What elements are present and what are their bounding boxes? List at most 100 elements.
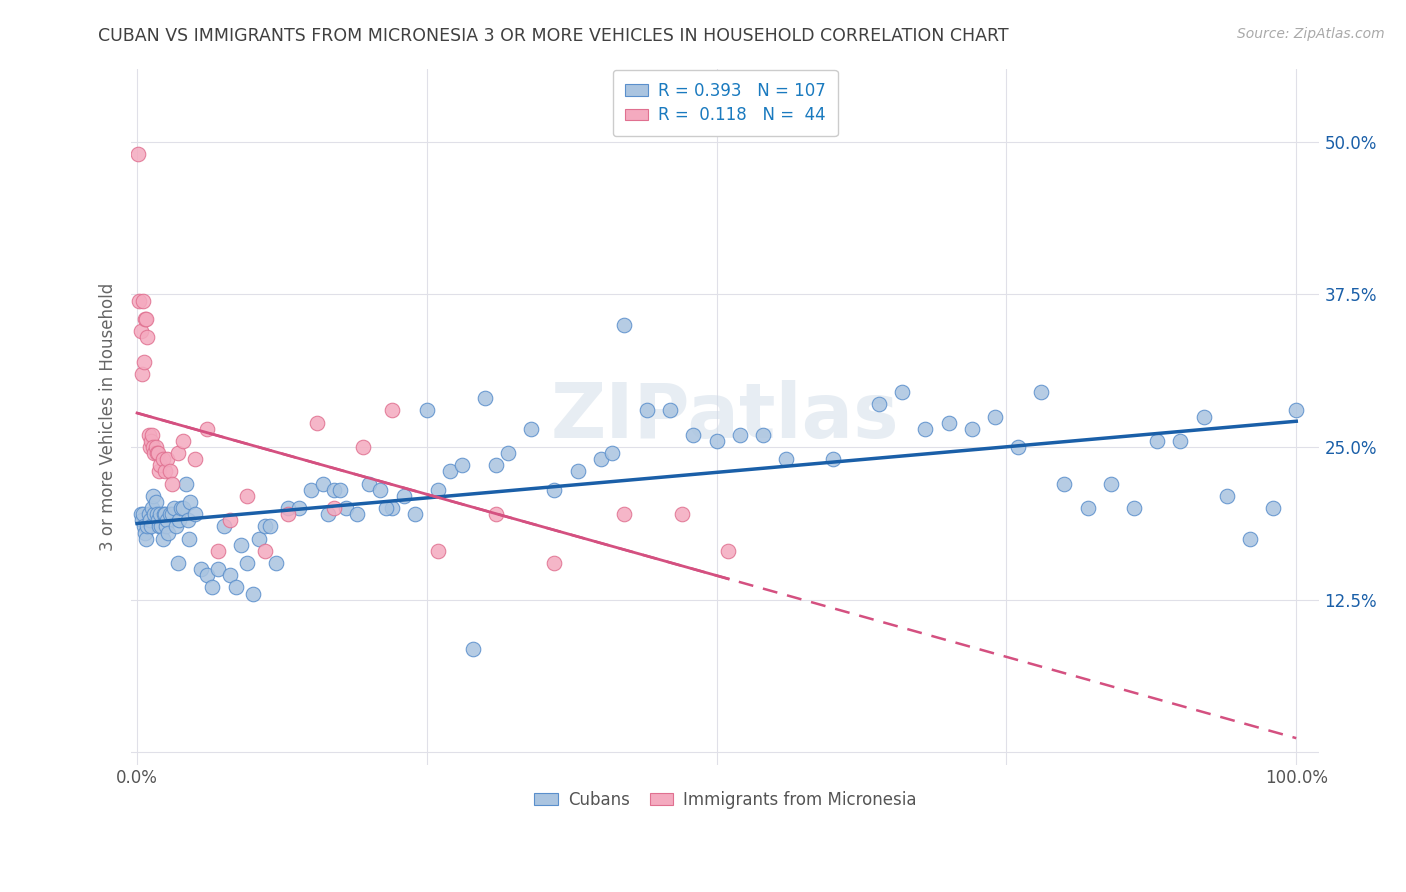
Point: [671, 507, 693, 521]
Point: [392, 489, 415, 503]
Point: [157, 525, 180, 540]
Point: [427, 483, 450, 497]
Point: [305, 416, 328, 430]
Point: [259, 519, 281, 533]
Point: [148, 465, 170, 479]
Point: [311, 476, 333, 491]
Point: [613, 507, 636, 521]
Point: [212, 519, 235, 533]
Point: [142, 489, 165, 503]
Point: [335, 501, 357, 516]
Point: [1261, 501, 1284, 516]
Point: [139, 434, 162, 448]
Point: [1239, 532, 1261, 546]
Point: [218, 513, 240, 527]
Point: [146, 446, 169, 460]
Point: [960, 422, 983, 436]
Point: [485, 507, 508, 521]
Point: [1099, 476, 1122, 491]
Point: [1215, 489, 1237, 503]
Point: [1123, 501, 1146, 516]
Point: [129, 507, 152, 521]
Point: [136, 519, 159, 533]
Point: [1170, 434, 1192, 448]
Point: [520, 422, 543, 436]
Point: [142, 440, 165, 454]
Point: [236, 489, 259, 503]
Point: [128, 293, 150, 308]
Point: [136, 330, 159, 344]
Point: [150, 519, 173, 533]
Text: ZIPatlas: ZIPatlas: [551, 379, 900, 453]
Point: [1007, 440, 1029, 454]
Point: [868, 397, 890, 411]
Point: [139, 440, 162, 454]
Point: [318, 507, 340, 521]
Point: [427, 544, 450, 558]
Point: [172, 434, 194, 448]
Point: [543, 483, 565, 497]
Point: [706, 434, 728, 448]
Point: [1192, 409, 1215, 424]
Point: [143, 507, 166, 521]
Point: [195, 422, 218, 436]
Point: [156, 513, 179, 527]
Point: [323, 501, 346, 516]
Point: [404, 507, 426, 521]
Text: CUBAN VS IMMIGRANTS FROM MICRONESIA 3 OR MORE VEHICLES IN HOUSEHOLD CORRELATION : CUBAN VS IMMIGRANTS FROM MICRONESIA 3 OR…: [98, 27, 1010, 45]
Point: [225, 581, 247, 595]
Point: [728, 427, 751, 442]
Point: [179, 495, 201, 509]
Point: [166, 556, 188, 570]
Point: [717, 544, 740, 558]
Point: [381, 501, 404, 516]
Point: [264, 556, 287, 570]
Point: [135, 311, 157, 326]
Point: [135, 532, 157, 546]
Point: [329, 483, 352, 497]
Point: [288, 501, 311, 516]
Point: [439, 465, 461, 479]
Point: [149, 507, 172, 521]
Point: [375, 501, 398, 516]
Point: [346, 507, 368, 521]
Point: [132, 293, 155, 308]
Point: [170, 501, 193, 516]
Point: [543, 556, 565, 570]
Point: [485, 458, 508, 473]
Point: [139, 519, 162, 533]
Point: [172, 501, 194, 516]
Point: [145, 495, 167, 509]
Point: [1031, 385, 1053, 400]
Point: [195, 568, 218, 582]
Point: [177, 513, 200, 527]
Point: [149, 458, 172, 473]
Point: [138, 427, 160, 442]
Point: [156, 452, 179, 467]
Point: [148, 519, 170, 533]
Point: [146, 513, 169, 527]
Point: [139, 513, 162, 527]
Point: [914, 422, 936, 436]
Point: [152, 532, 174, 546]
Point: [323, 483, 346, 497]
Point: [207, 544, 229, 558]
Point: [496, 446, 519, 460]
Point: [159, 507, 181, 521]
Point: [152, 507, 174, 521]
Point: [166, 446, 188, 460]
Point: [247, 532, 270, 546]
Point: [167, 513, 190, 527]
Point: [775, 452, 797, 467]
Point: [636, 403, 658, 417]
Point: [132, 354, 155, 368]
Point: [153, 465, 176, 479]
Point: [129, 324, 152, 338]
Point: [613, 318, 636, 332]
Point: [752, 427, 775, 442]
Point: [155, 519, 177, 533]
Point: [236, 556, 259, 570]
Point: [277, 507, 299, 521]
Point: [1146, 434, 1168, 448]
Point: [160, 507, 183, 521]
